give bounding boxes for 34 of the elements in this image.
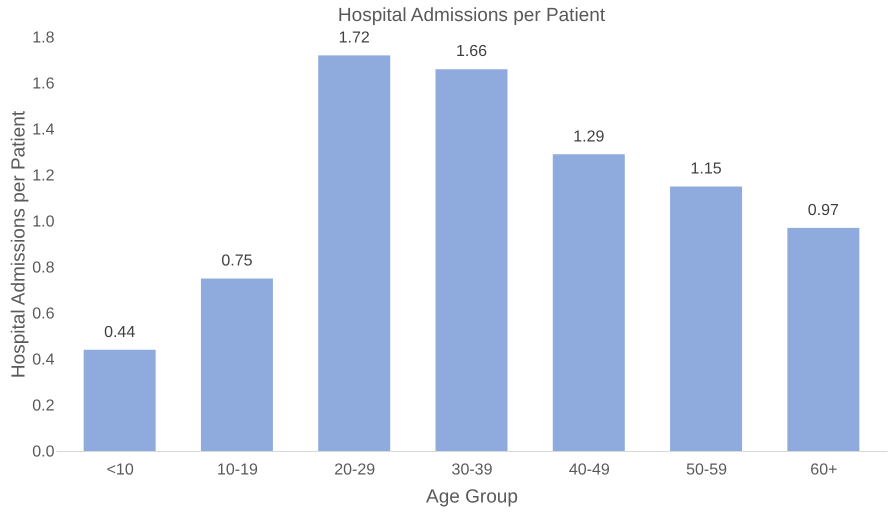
y-tick-label: 0.4 — [32, 352, 55, 368]
y-tick-label: 0.8 — [32, 260, 55, 276]
bar — [84, 350, 156, 451]
x-tick-label: 50-59 — [686, 462, 728, 478]
bar — [318, 55, 390, 451]
y-tick-label: 0.6 — [32, 306, 55, 322]
x-tick-label: 20-29 — [334, 462, 376, 478]
x-tick-label: 40-49 — [568, 462, 610, 478]
data-label: 1.15 — [690, 160, 722, 178]
y-tick-label: 0.0 — [32, 444, 55, 460]
data-label: 0.75 — [221, 252, 253, 270]
y-tick-label: 1.2 — [32, 168, 55, 184]
x-tick-label: 60+ — [810, 462, 838, 478]
y-tick-label: 1.4 — [32, 122, 55, 138]
data-label: 1.72 — [338, 29, 370, 46]
data-label: 1.66 — [456, 43, 488, 60]
bar — [436, 69, 508, 451]
x-axis-title: Age Group — [426, 486, 518, 508]
x-tick-label: 30-39 — [452, 462, 493, 478]
data-label: 0.97 — [808, 202, 840, 219]
bar — [670, 186, 742, 451]
bar — [787, 228, 860, 451]
chart-title: Hospital Admissions per Patient — [338, 5, 606, 26]
data-label: 0.44 — [104, 324, 136, 341]
x-tick-label: <10 — [106, 462, 134, 478]
bar — [200, 278, 273, 451]
bar — [552, 154, 625, 451]
data-label: 1.29 — [573, 128, 604, 146]
x-tick-label: 10-19 — [216, 462, 258, 478]
y-tick-label: 1.8 — [32, 30, 55, 46]
y-tick-label: 1.6 — [32, 76, 55, 92]
y-axis-title: Hospital Admissions per Patient — [8, 110, 30, 378]
y-tick-label: 0.2 — [32, 398, 55, 414]
y-tick-label: 1.0 — [32, 214, 55, 230]
